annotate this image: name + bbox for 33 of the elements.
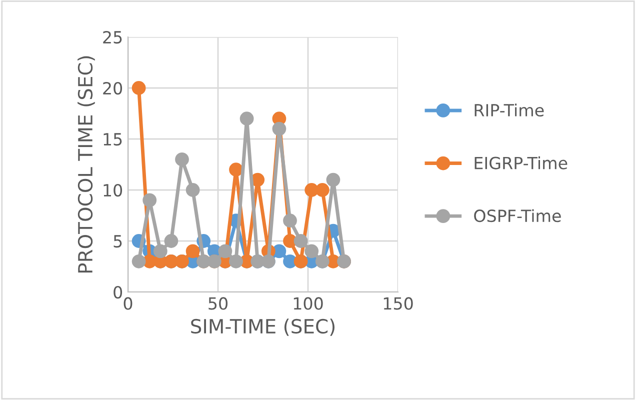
point (164, 234, 178, 248)
legend-label: OSPF-Time (474, 209, 561, 222)
point (142, 193, 157, 208)
y-tick-label: 20 (103, 82, 122, 95)
point (153, 244, 168, 258)
y-tick-label: 10 (104, 184, 122, 197)
x-tick-label: 100 (294, 297, 323, 310)
point (229, 254, 243, 268)
y-tick-label: 25 (103, 30, 122, 44)
legend-label: EIGRP-Time (474, 156, 568, 170)
legend-label: RIP-Time (474, 104, 544, 117)
y-tick-label: 15 (104, 133, 122, 146)
point (132, 81, 146, 95)
point (186, 244, 200, 258)
point (218, 244, 232, 258)
point (272, 122, 286, 136)
point (175, 152, 189, 166)
y-tick-label: 0 (114, 286, 122, 299)
point (186, 183, 200, 197)
point (240, 112, 254, 126)
y-axis-title: PROTOCOL TIME (SEC) (78, 56, 95, 273)
x-tick-label: 50 (208, 297, 228, 310)
point (315, 183, 330, 197)
point (132, 254, 146, 268)
x-tick-label: 150 (384, 297, 413, 310)
x-tick-label: 0 (124, 297, 132, 310)
x-axis-title: SIM-TIME (SEC) (191, 318, 334, 336)
point (326, 172, 340, 187)
point (294, 234, 308, 248)
point (229, 162, 243, 177)
point (304, 244, 319, 258)
point (283, 214, 297, 228)
y-tick-label: 5 (114, 235, 122, 248)
